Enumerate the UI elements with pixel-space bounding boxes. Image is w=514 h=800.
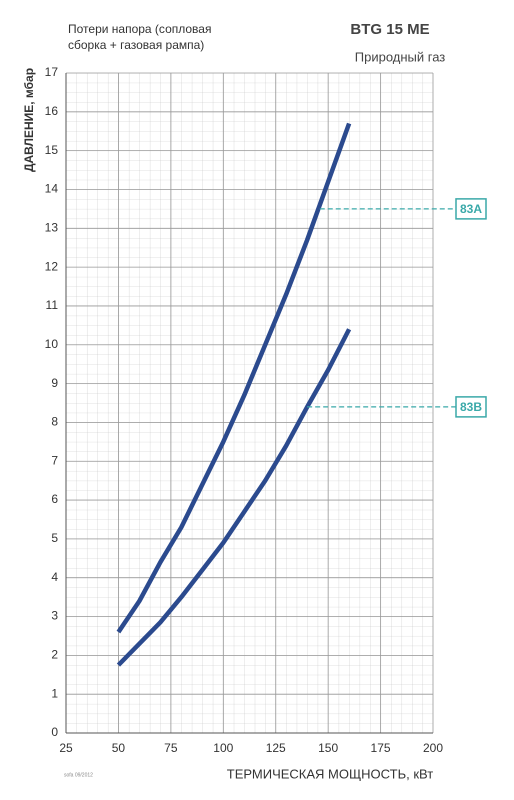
- x-axis-label: ТЕРМИЧЕСКАЯ МОЩНОСТЬ, кВт: [227, 766, 433, 781]
- note-line: Потери напора (сопловая: [68, 22, 211, 36]
- y-tick-label: 8: [51, 415, 58, 429]
- annotation-label: 83B: [460, 400, 482, 414]
- x-tick-label: 150: [318, 741, 338, 755]
- y-tick-label: 13: [45, 220, 59, 234]
- annotation-label: 83A: [460, 202, 482, 216]
- x-tick-label: 100: [213, 741, 233, 755]
- y-tick-label: 14: [45, 182, 59, 196]
- y-tick-label: 5: [51, 531, 58, 545]
- annotation-box: [455, 198, 487, 220]
- note-line: сборка + газовая рампа): [68, 38, 204, 52]
- y-tick-label: 1: [51, 686, 58, 700]
- y-tick-label: 7: [51, 453, 58, 467]
- y-tick-label: 10: [45, 337, 59, 351]
- minor-grid: [66, 73, 433, 733]
- chart-subtitle: Природный газ: [355, 49, 446, 64]
- y-tick-label: 16: [45, 104, 59, 118]
- x-tick-label: 125: [266, 741, 286, 755]
- chart-title: BTG 15 ME: [350, 21, 429, 38]
- x-tick-label: 175: [371, 741, 391, 755]
- footnote: sofa 09/2012: [64, 772, 93, 778]
- x-tick-label: 50: [112, 741, 126, 755]
- y-tick-label: 11: [46, 298, 59, 312]
- x-tick-label: 25: [59, 741, 73, 755]
- y-tick-label: 0: [51, 725, 58, 739]
- x-tick-label: 75: [164, 741, 178, 755]
- y-tick-label: 2: [51, 648, 58, 662]
- curve: [116, 328, 352, 667]
- y-tick-label: 15: [45, 143, 59, 157]
- annotation-box: [455, 396, 487, 418]
- y-tick-label: 9: [51, 376, 58, 390]
- y-tick-label: 3: [51, 609, 58, 623]
- y-tick-label: 17: [45, 65, 59, 79]
- x-tick-label: 200: [423, 741, 443, 755]
- curve: [116, 122, 352, 634]
- y-tick-label: 12: [45, 259, 59, 273]
- y-tick-label: 4: [51, 570, 58, 584]
- y-tick-label: 6: [51, 492, 58, 506]
- y-axis-label: ДАВЛЕНИЕ, мбар: [22, 68, 36, 172]
